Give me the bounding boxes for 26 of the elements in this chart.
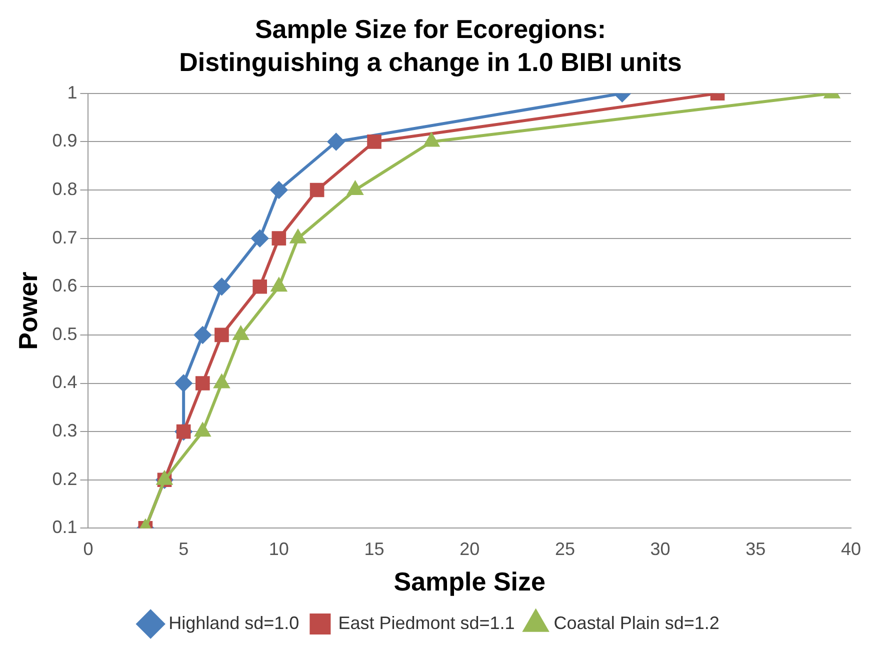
legend-label: Coastal Plain sd=1.2 <box>554 612 720 633</box>
y-tick-label: 0.1 <box>52 517 78 538</box>
x-tick-label: 35 <box>746 538 766 559</box>
y-tick-label: 0.5 <box>52 324 78 344</box>
y-tick-label: 0.9 <box>52 130 78 151</box>
y-tick-label: 0.3 <box>52 420 78 441</box>
x-tick-label: 10 <box>268 538 289 559</box>
chart-title: Sample Size for Ecoregions: <box>254 14 606 44</box>
y-tick-label: 0.7 <box>52 227 78 248</box>
y-tick-label: 0.4 <box>52 372 78 392</box>
y-tick-label: 0.2 <box>52 468 78 489</box>
x-tick-label: 0 <box>83 538 94 559</box>
chart-subtitle: Distinguishing a change in 1.0 BIBI units <box>179 46 682 77</box>
x-tick-label: 25 <box>554 538 575 559</box>
x-tick-label: 20 <box>460 538 480 559</box>
y-tick-label: 1 <box>67 82 78 102</box>
x-axis-title: Sample Size <box>394 566 546 597</box>
y-axis-title: Power <box>12 272 43 350</box>
legend-label: East Piedmont sd=1.1 <box>338 612 515 633</box>
x-tick-label: 15 <box>364 538 384 559</box>
y-tick-label: 0.8 <box>52 178 78 199</box>
y-tick-label: 0.6 <box>52 276 78 296</box>
x-tick-label: 40 <box>840 538 862 559</box>
x-tick-label: 30 <box>650 538 670 559</box>
legend-label: Highland sd=1.0 <box>168 612 300 633</box>
x-tick-label: 5 <box>178 538 189 559</box>
